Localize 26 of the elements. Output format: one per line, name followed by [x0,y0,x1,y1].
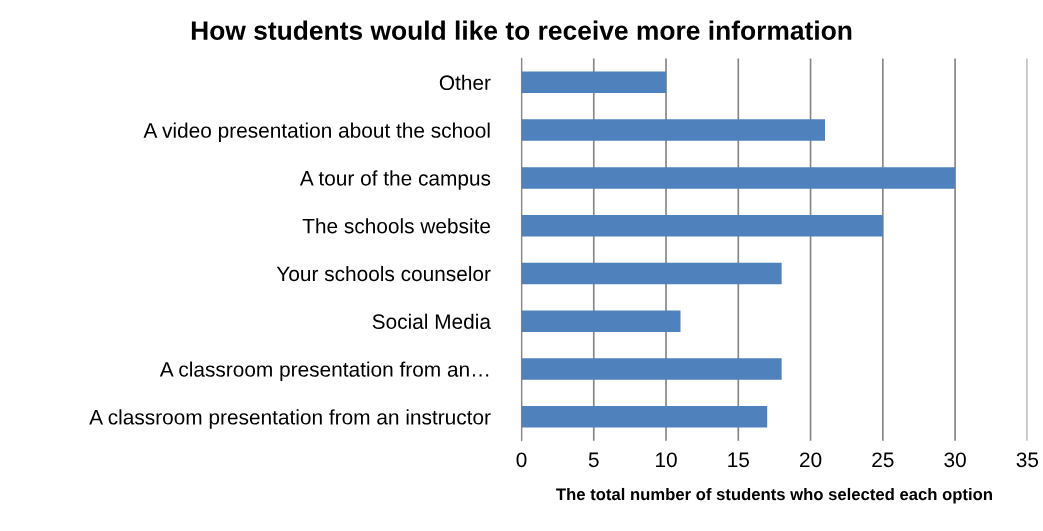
y-tick-label: Your schools counselor [276,265,491,282]
y-tick-label: The schools website [302,218,491,234]
bar [521,310,681,333]
y-tick-label: Other [439,74,491,91]
bar [521,406,768,428]
bar [521,71,667,94]
x-tick-label: 15 [728,452,750,468]
x-tick-label: 35 [1016,452,1039,468]
chart-title: How students would like to receive more information [191,20,852,40]
y-tick-label: Social Media [372,313,491,330]
x-tick-label: 5 [588,452,599,468]
bar [521,262,782,285]
x-axis-title: The total number of students who selected each option [556,487,992,504]
x-tick-label: 25 [872,452,894,468]
x-tick-label: 30 [944,452,966,468]
y-tick-label: A tour of the campus [299,170,491,190]
y-tick-label: A video presentation about the school [143,122,490,142]
bar [521,358,782,380]
bar [521,119,826,141]
y-tick-label: A classroom presentation from an… [159,361,489,381]
bar [521,214,883,237]
x-tick-label: 10 [656,452,677,468]
x-tick-label: 20 [800,452,822,468]
y-tick-label: A classroom presentation from an instructor [89,409,491,429]
x-tick-label: 0 [516,452,527,468]
bar [521,167,956,189]
